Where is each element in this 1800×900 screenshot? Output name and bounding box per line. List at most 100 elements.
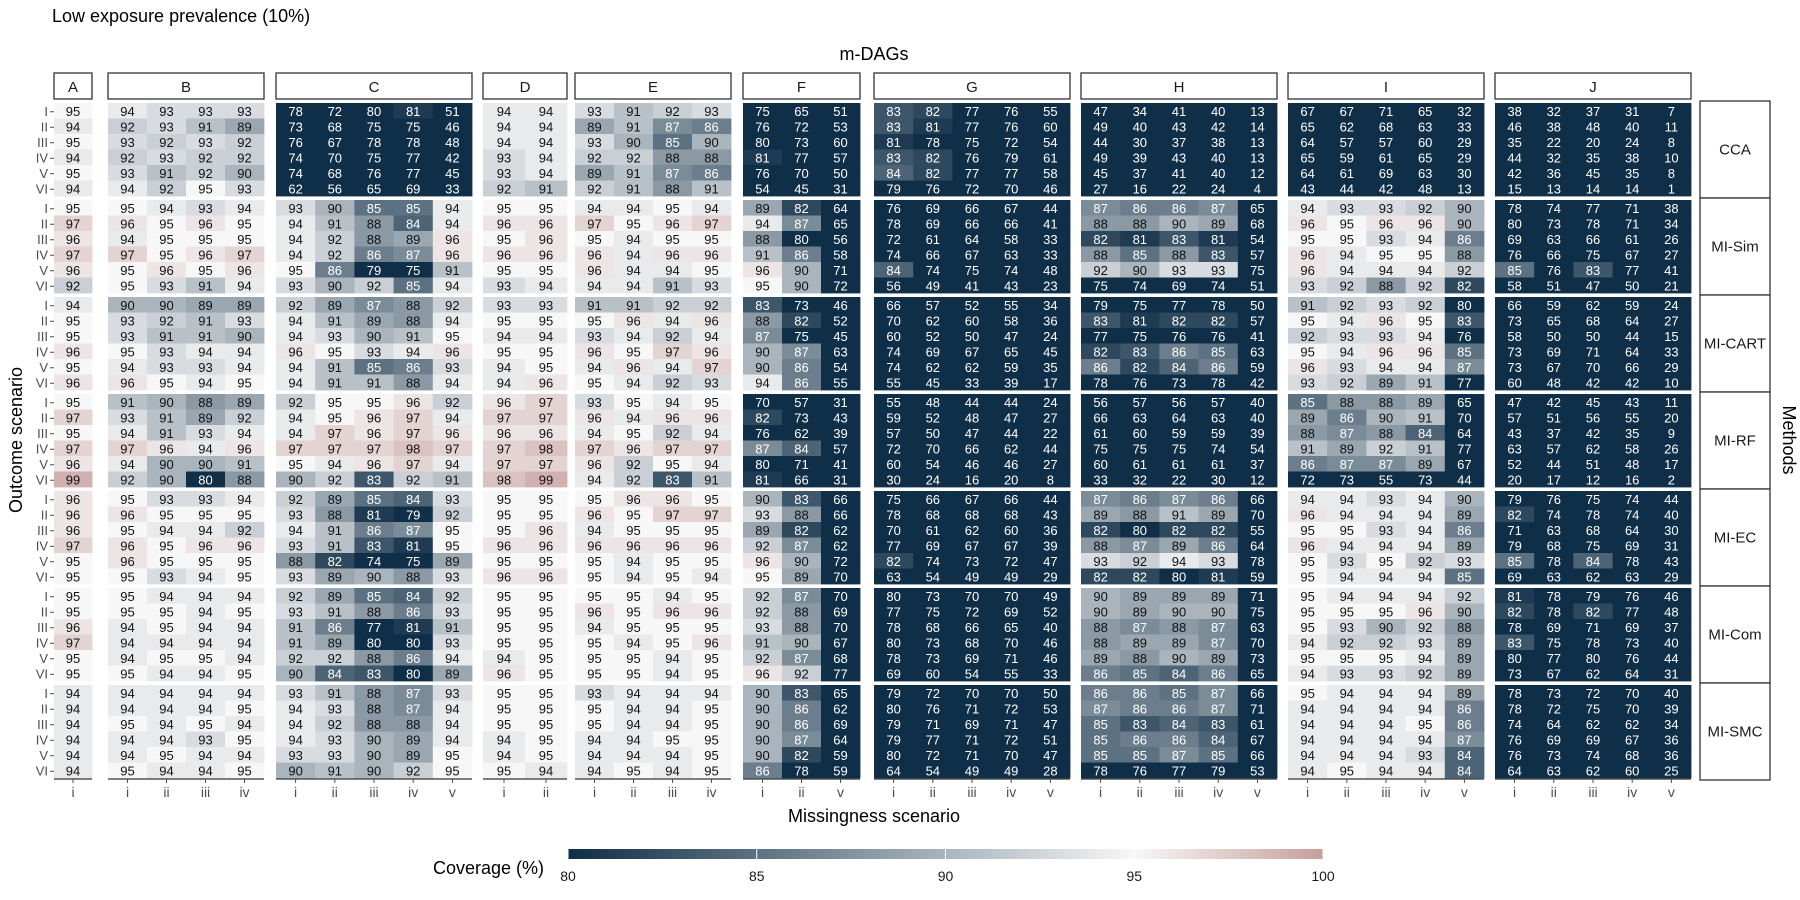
cell-value-label: 72 [926, 686, 940, 701]
heatmap-cell [225, 409, 265, 426]
cell-value-label: 69 [833, 604, 847, 619]
cell-value-label: 96 [367, 457, 381, 472]
cell-value-label: 86 [406, 651, 420, 666]
heatmap-cell [1573, 359, 1613, 375]
heatmap-cell [1120, 134, 1160, 150]
heatmap-cell [1120, 149, 1160, 166]
cell-value-label: 60 [1093, 457, 1107, 472]
cell-value-label: 89 [587, 166, 601, 181]
heatmap-cell [225, 440, 265, 457]
heatmap-cell [54, 246, 93, 263]
cell-value-label: 93 [159, 569, 173, 584]
cell-value-label: 27 [1664, 313, 1678, 328]
heatmap-cell [692, 262, 732, 278]
cell-value-label: 95 [626, 507, 640, 522]
cell-value-label: 95 [1340, 763, 1354, 778]
heatmap-cell [483, 134, 526, 150]
cell-value-label: 87 [665, 166, 679, 181]
missingness-tick-label: ii [1344, 784, 1350, 800]
outcome-tick-label: VI [36, 375, 48, 390]
cell-value-label: 13 [1250, 150, 1264, 165]
cell-value-label: 59 [1250, 569, 1264, 584]
heatmap-cell [432, 394, 473, 410]
heatmap-cell [393, 118, 434, 135]
cell-value-label: 56 [328, 181, 342, 196]
outcome-tick-label: I [44, 395, 48, 410]
cell-value-label: 95 [66, 135, 80, 150]
cell-value-label: 82 [1211, 313, 1225, 328]
cell-value-label: 88 [406, 569, 420, 584]
cell-value-label: 57 [1211, 395, 1225, 410]
heatmap-cell [913, 359, 953, 375]
cell-value-label: 92 [237, 410, 251, 425]
cell-value-label: 94 [587, 426, 601, 441]
heatmap-cell [692, 343, 732, 360]
heatmap-cell [315, 409, 355, 426]
cell-value-label: 64 [886, 763, 900, 778]
cell-value-label: 94 [445, 717, 459, 732]
cell-value-label: 29 [1664, 360, 1678, 375]
cell-value-label: 89 [587, 119, 601, 134]
heatmap-cell [653, 440, 693, 457]
cell-value-label: 89 [794, 569, 808, 584]
cell-value-label: 41 [1250, 329, 1264, 344]
cell-value-label: 83 [755, 298, 769, 313]
cell-value-label: 94 [66, 748, 80, 763]
cell-value-label: 49 [1093, 150, 1107, 165]
heatmap-cell [147, 359, 187, 375]
outcome-tick-label: II [41, 410, 48, 425]
outcome-tick-label: IV [36, 635, 49, 650]
heatmap-cell [108, 456, 148, 472]
heatmap-cell [354, 180, 394, 197]
cell-value-label: 91 [626, 104, 640, 119]
cell-value-label: 92 [288, 395, 302, 410]
missingness-tick-label: v [1668, 784, 1675, 800]
heatmap-cell [1573, 262, 1613, 278]
heatmap-cell [692, 374, 732, 391]
heatmap-cell [147, 409, 187, 426]
cell-value-label: 72 [965, 604, 979, 619]
cell-value-label: 92 [328, 232, 342, 247]
cell-value-label: 94 [159, 666, 173, 681]
cell-value-label: 30 [1211, 472, 1225, 487]
missingness-tick-label: iv [408, 784, 418, 800]
cell-value-label: 75 [1586, 701, 1600, 716]
heatmap-cell [186, 359, 226, 375]
heatmap-cell [393, 409, 434, 426]
cell-value-label: 85 [1211, 344, 1225, 359]
cell-value-label: 84 [886, 263, 900, 278]
heatmap-cell [614, 297, 654, 313]
cell-value-label: 97 [328, 441, 342, 456]
heatmap-cell [1159, 297, 1199, 313]
cell-value-label: 92 [1133, 554, 1147, 569]
cell-value-label: 95 [587, 666, 601, 681]
cell-value-label: 90 [794, 635, 808, 650]
heatmap-cell [186, 200, 226, 216]
cell-value-label: 46 [1043, 181, 1057, 196]
cell-value-label: 8 [1047, 472, 1054, 487]
cell-value-label: 92 [237, 523, 251, 538]
heatmap-cell [432, 359, 473, 375]
cell-value-label: 95 [665, 569, 679, 584]
cell-value-label: 78 [1093, 763, 1107, 778]
heatmap-cell [147, 165, 187, 181]
heatmap-cell [1534, 134, 1574, 150]
heatmap-cell [952, 149, 992, 166]
cell-value-label: 97 [704, 507, 718, 522]
cell-value-label: 85 [367, 492, 381, 507]
cell-value-label: 96 [587, 410, 601, 425]
heatmap-cell [186, 118, 226, 135]
cell-value-label: 93 [1418, 748, 1432, 763]
heatmap-cell [276, 231, 316, 247]
cell-value-label: 82 [926, 104, 940, 119]
cell-value-label: 31 [1664, 666, 1678, 681]
heatmap-cell [354, 165, 394, 181]
heatmap-cell [1573, 231, 1613, 247]
cell-value-label: 61 [1093, 426, 1107, 441]
cell-value-label: 51 [445, 104, 459, 119]
cell-value-label: 94 [665, 666, 679, 681]
heatmap-cell [1573, 215, 1613, 232]
cell-value-label: 44 [1547, 457, 1561, 472]
cell-value-label: 95 [328, 395, 342, 410]
